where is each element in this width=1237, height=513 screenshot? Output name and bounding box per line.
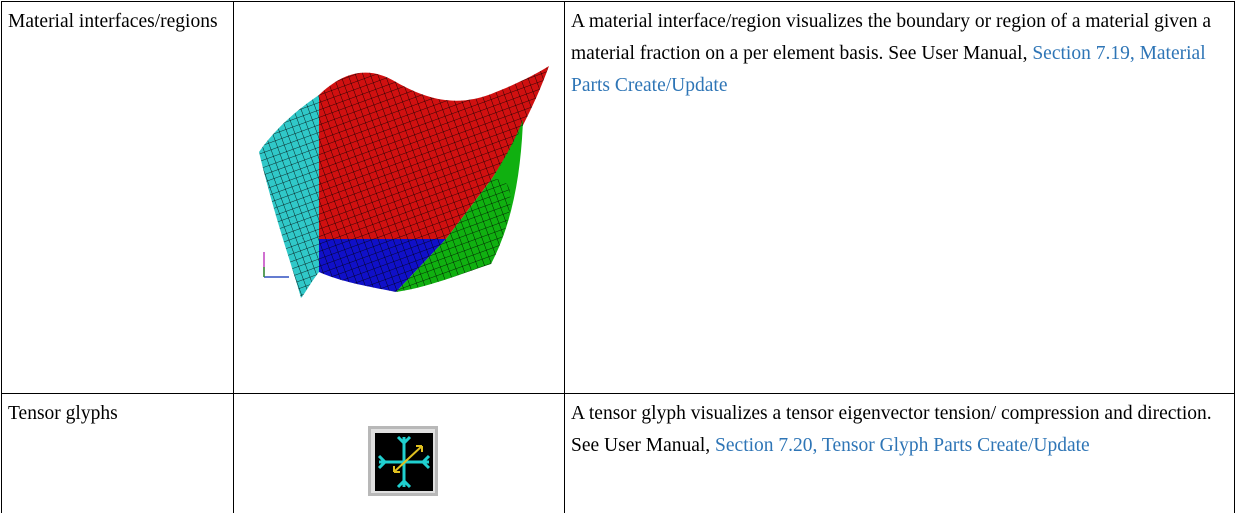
description-cell: A material interface/region visualizes t… bbox=[565, 2, 1235, 394]
row-label: Material interfaces/regions bbox=[8, 11, 218, 32]
image-cell bbox=[234, 394, 565, 513]
tensor-glyph-icon bbox=[234, 394, 564, 502]
table-row: Material interfaces/regions bbox=[2, 2, 1235, 394]
section-link[interactable]: Section 7.20, Tensor Glyph Parts Create/… bbox=[715, 435, 1090, 456]
label-cell: Tensor glyphs bbox=[2, 394, 234, 513]
label-cell: Material interfaces/regions bbox=[2, 2, 234, 394]
row-label: Tensor glyphs bbox=[8, 403, 118, 424]
page: Material interfaces/regions bbox=[0, 0, 1237, 491]
description-cell: A tensor glyph visualizes a tensor eigen… bbox=[565, 394, 1235, 513]
image-cell bbox=[234, 2, 565, 394]
material-surface-image bbox=[234, 2, 564, 382]
table-row: Tensor glyphs A tensor glyph visualizes … bbox=[2, 394, 1235, 513]
